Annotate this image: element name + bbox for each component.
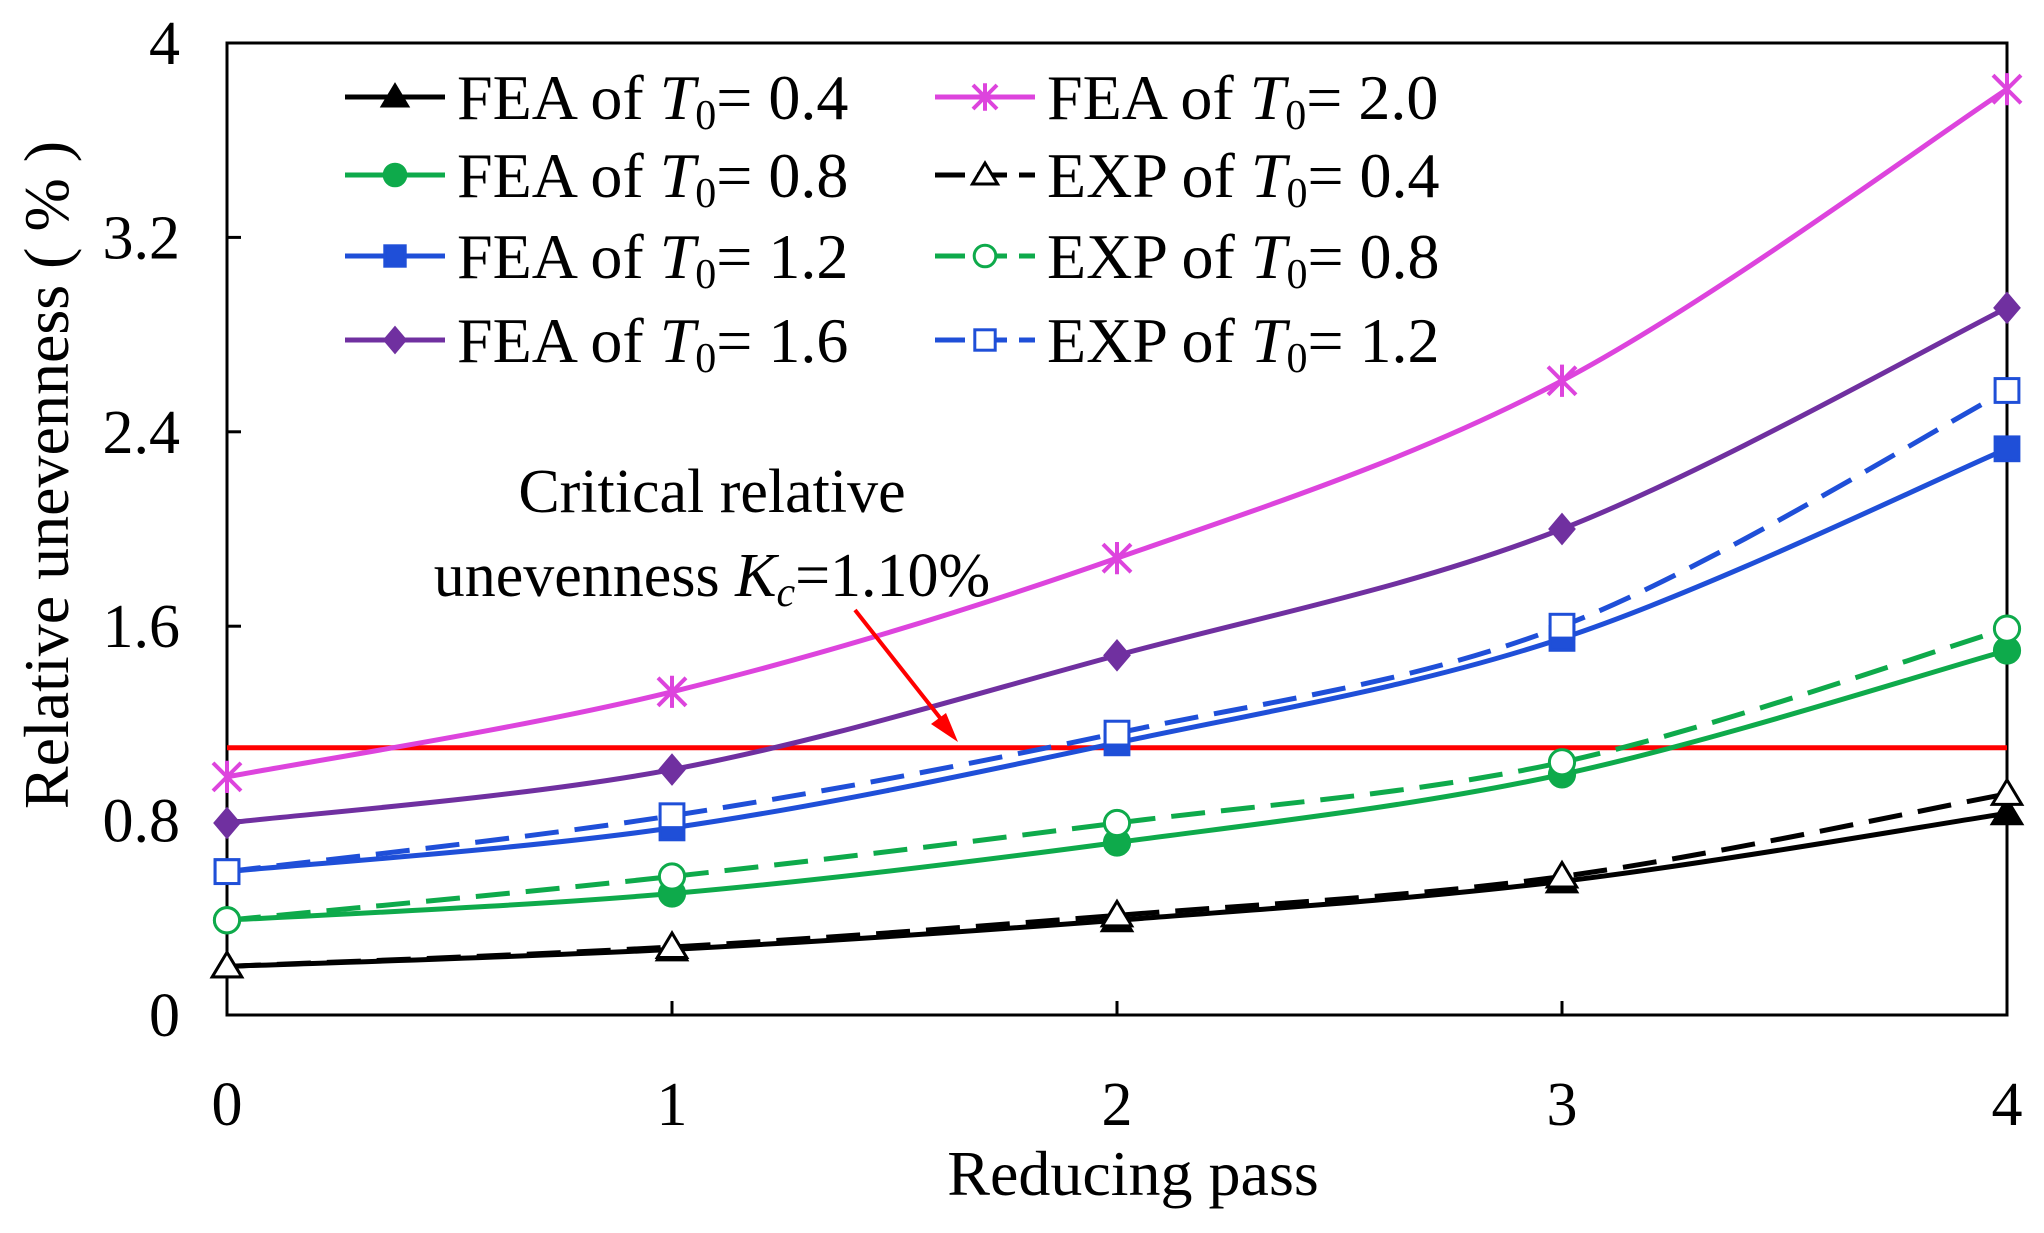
annotation-prefix: unevenness xyxy=(434,542,735,610)
legend-marker xyxy=(972,243,998,269)
data-point-marker xyxy=(1993,435,2021,463)
legend-marker xyxy=(379,82,411,108)
data-point-marker xyxy=(1993,291,2021,325)
legend-label: EXP of T0= 0.8 xyxy=(1047,221,1440,298)
x-tick-label: 4 xyxy=(1992,1071,2023,1139)
y-tick-label: 1.6 xyxy=(103,593,181,661)
axis-ticks: 0 1 2 3 4 0 0.8 1.6 2.4 3.2 4 xyxy=(103,10,2023,1139)
annotation-sub: c xyxy=(776,570,795,616)
data-point-marker xyxy=(1103,639,1131,672)
x-tick-label: 2 xyxy=(1102,1071,1133,1139)
data-point-marker xyxy=(656,675,688,708)
series-markers xyxy=(209,73,2025,979)
legend-marker xyxy=(971,83,999,111)
legend-marker xyxy=(969,160,1001,186)
data-point-marker xyxy=(1548,512,1576,546)
annotation-arrow-line xyxy=(853,608,954,735)
legend-label: FEA of T0= 1.6 xyxy=(457,305,848,382)
data-point-marker xyxy=(658,802,686,830)
y-tick-label: 0 xyxy=(149,982,180,1050)
annotation-var: K xyxy=(734,542,780,610)
legend-label: FEA of T0= 1.2 xyxy=(457,221,848,298)
series-line xyxy=(226,388,2009,875)
legend-marker xyxy=(973,328,997,352)
data-point-marker xyxy=(1992,614,2022,643)
data-point-marker xyxy=(1989,796,2025,826)
y-tick-label: 2.4 xyxy=(103,399,181,467)
data-point-marker xyxy=(1546,364,1578,397)
series-line xyxy=(226,648,2008,923)
annotation-group: Critical relative unevenness Kc=1.10% xyxy=(434,458,990,742)
legend-label: FEA of T0= 0.8 xyxy=(457,140,848,217)
data-point-marker xyxy=(658,753,686,786)
y-axis-label: Relative unevenness ( % ) xyxy=(11,141,82,809)
annotation-line-1: Critical relative xyxy=(518,458,905,526)
y-tick-label: 0.8 xyxy=(103,788,181,856)
legend-label: FEA of T0= 0.4 xyxy=(457,62,848,139)
y-tick-label: 4 xyxy=(149,10,180,78)
data-point-marker xyxy=(1101,542,1133,575)
data-point-marker xyxy=(1991,73,2023,106)
data-point-marker xyxy=(1993,377,2021,404)
series-line xyxy=(226,626,2008,923)
legend-marker xyxy=(382,162,408,188)
data-point-marker xyxy=(1548,612,1576,640)
data-point-marker xyxy=(1099,898,1135,928)
legend-label: FEA of T0= 2.0 xyxy=(1047,62,1438,139)
data-point-marker xyxy=(209,949,245,979)
x-tick-label: 1 xyxy=(657,1071,688,1139)
legend-marker xyxy=(382,325,408,355)
data-point-marker xyxy=(1547,748,1577,777)
data-point-marker xyxy=(1989,776,2025,806)
annotation-arrow-head xyxy=(931,713,958,742)
x-tick-label: 3 xyxy=(1547,1071,1578,1139)
legend-label: EXP of T0= 0.4 xyxy=(1047,140,1440,217)
data-point-marker xyxy=(657,862,687,891)
data-point-marker xyxy=(213,806,241,840)
annotation-line-2: unevenness Kc=1.10% xyxy=(434,542,990,616)
data-point-marker xyxy=(213,858,241,886)
data-point-marker xyxy=(1544,859,1580,889)
data-point-marker xyxy=(211,760,243,793)
x-tick-label: 0 xyxy=(212,1071,243,1139)
legend-label: EXP of T0= 1.2 xyxy=(1047,305,1440,382)
legend-marker xyxy=(383,244,407,268)
data-point-marker xyxy=(1102,808,1132,838)
y-tick-label: 3.2 xyxy=(103,204,181,272)
annotation-suffix: =1.10% xyxy=(795,542,990,610)
data-point-marker xyxy=(654,930,690,959)
data-point-marker xyxy=(212,906,242,935)
x-axis-label: Reducing pass xyxy=(947,1138,1319,1209)
data-point-marker xyxy=(1103,719,1131,747)
